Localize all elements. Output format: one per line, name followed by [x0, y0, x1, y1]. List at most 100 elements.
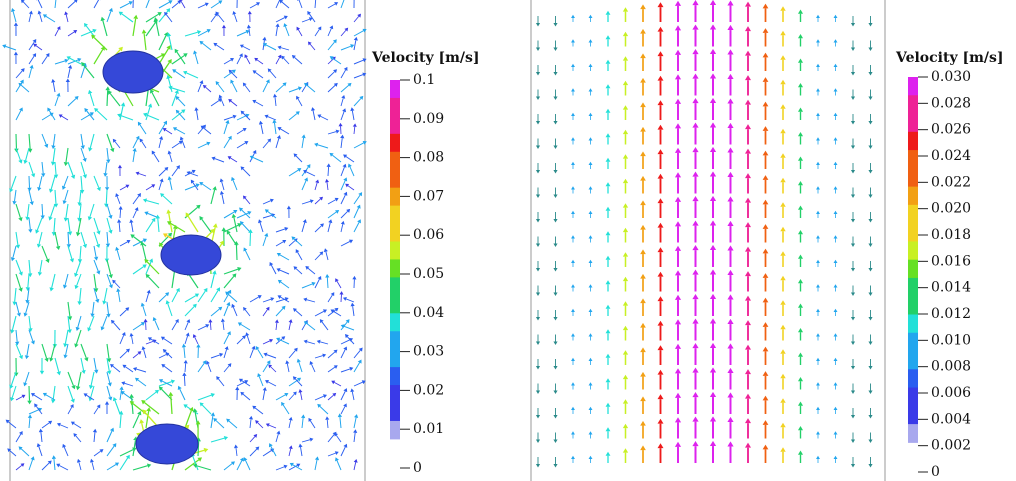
arrow-shaft [189, 172, 199, 177]
arrow-shaft [83, 64, 95, 79]
arrow-head [343, 154, 348, 159]
arrow-head [137, 351, 142, 355]
arrow-head [588, 333, 593, 337]
arrow-head [114, 462, 120, 467]
vector-arrow [80, 161, 88, 179]
arrow-shaft [279, 339, 290, 345]
arrow-head [163, 32, 169, 37]
vector-arrow [179, 0, 186, 9]
colorbar-band [390, 403, 400, 422]
arrow-shaft [141, 141, 147, 149]
vector-arrow [301, 437, 314, 443]
arrow-head [762, 395, 769, 401]
arrow-shaft [260, 124, 264, 135]
arrow-shaft [77, 217, 82, 233]
arrow-head [816, 137, 820, 141]
vector-arrow [327, 209, 340, 219]
vector-arrow [23, 301, 30, 317]
arrow-shaft [106, 430, 113, 443]
arrow-shaft [53, 458, 56, 471]
vector-arrow [868, 408, 873, 419]
arrow-head [276, 268, 281, 272]
arrow-shaft [171, 2, 179, 9]
vector-arrow [112, 279, 121, 289]
arrow-head [343, 403, 347, 408]
arrow-shaft [288, 420, 292, 429]
vector-arrow [158, 136, 164, 149]
arrow-shaft [5, 45, 17, 51]
arrow-shaft [314, 278, 320, 289]
vector-arrow [640, 102, 646, 120]
vector-arrow [692, 171, 699, 194]
arrow-shaft [197, 441, 200, 457]
vector-arrow [205, 360, 212, 373]
arrow-head [797, 156, 804, 161]
vector-arrow [23, 371, 30, 387]
vector-arrow [535, 408, 541, 419]
vector-arrow [316, 339, 329, 345]
arrow-head [692, 146, 699, 153]
arrow-head [56, 92, 61, 97]
vector-arrow [850, 432, 856, 443]
colorbar-band [908, 405, 918, 425]
arrow-head [868, 464, 873, 468]
vector-arrow [171, 165, 180, 177]
arrow-head [277, 279, 282, 284]
vector-arrow [12, 189, 17, 205]
arrow-head [744, 50, 752, 56]
arrow-shaft [301, 200, 311, 205]
vector-arrow [276, 268, 290, 275]
arrow-head [571, 333, 575, 337]
arrow-head [190, 179, 195, 184]
vector-arrow [15, 107, 23, 121]
vector-arrow [780, 275, 786, 292]
arrow-shaft [280, 47, 290, 51]
vector-arrow [301, 199, 314, 205]
vector-arrow [727, 49, 734, 71]
arrow-head [727, 343, 734, 349]
vector-arrow [76, 458, 82, 471]
arrow-shaft [168, 36, 173, 51]
arrow-shaft [67, 406, 73, 415]
vector-arrow [337, 413, 343, 429]
vector-arrow [221, 227, 227, 247]
arrow-head [816, 455, 820, 459]
arrow-shaft [153, 153, 160, 163]
vector-arrow [15, 147, 23, 164]
arrow-head [296, 377, 302, 382]
arrow-shaft [167, 303, 173, 317]
arrow-head [295, 249, 300, 254]
arrow-head [147, 103, 153, 108]
arrow-head [269, 198, 274, 203]
arrow-head [94, 369, 99, 374]
vector-arrow [833, 112, 838, 120]
vector-arrow [106, 462, 120, 471]
arrow-head [82, 174, 88, 179]
arrow-head [200, 125, 205, 130]
arrow-shaft [327, 41, 335, 51]
arrow-head [657, 443, 664, 449]
arrow-head [253, 434, 258, 438]
arrow-head [622, 374, 629, 380]
vector-arrow [868, 212, 873, 223]
arrow-head [535, 121, 541, 125]
arrow-head [175, 109, 180, 114]
vector-arrow [709, 269, 717, 292]
vector-arrow [780, 153, 786, 169]
vector-arrow [727, 98, 734, 120]
arrow-shaft [314, 0, 317, 9]
arrow-head [571, 210, 575, 214]
vector-arrow [158, 379, 176, 387]
arrow-shaft [351, 391, 355, 401]
vector-arrow [262, 43, 277, 51]
arrow-head [674, 74, 682, 80]
arrow-shaft [314, 253, 322, 261]
arrow-head [340, 220, 345, 225]
arrow-head [780, 349, 786, 354]
arrow-shaft [262, 82, 269, 93]
arrow-head [334, 197, 339, 202]
vector-arrow [657, 369, 664, 390]
vector-arrow [265, 423, 277, 429]
arrow-shaft [80, 66, 86, 79]
colorbar-tick-label: 0.1 [413, 72, 435, 88]
